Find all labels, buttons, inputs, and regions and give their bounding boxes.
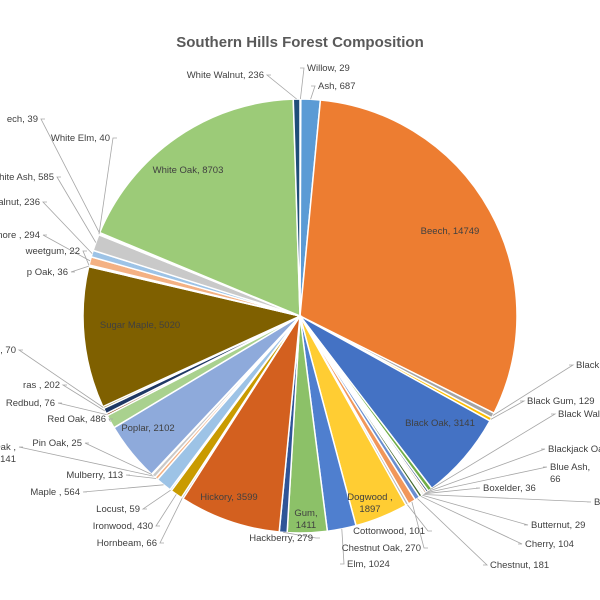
leader-line xyxy=(57,402,107,415)
leader-line xyxy=(425,466,548,494)
slice-label: Red Oak, 486 xyxy=(47,414,106,425)
leader-line xyxy=(283,531,320,539)
slice-label: Black Oak, 3141 xyxy=(405,418,475,429)
leader-line xyxy=(429,413,557,491)
leader-line xyxy=(310,85,316,100)
slice-label: Black Gum, 129 xyxy=(527,396,595,407)
leader-line xyxy=(56,176,97,243)
slice-label: Locust, 59 xyxy=(96,504,140,515)
leader-line xyxy=(61,384,106,412)
slice-label: Cherry, 104 xyxy=(525,539,574,550)
slice-label: Blackjack Oa xyxy=(548,444,600,455)
slice-label: Butternut, 29 xyxy=(531,520,585,531)
leader-line xyxy=(300,67,305,100)
slice-label: Gum, 1411 xyxy=(294,508,317,531)
slice-label: more , 294 xyxy=(0,230,40,241)
leader-line xyxy=(423,494,592,503)
slice-label: Hickory, 3599 xyxy=(200,492,257,503)
pie-slice-white-walnut xyxy=(292,98,301,317)
leader-line xyxy=(406,504,432,532)
pie-slice-hickory xyxy=(181,315,301,533)
slice-label: p Oak, 36 xyxy=(27,267,68,278)
leader-line xyxy=(340,528,345,565)
slice-label: Dogwood , 1897 xyxy=(347,492,392,515)
slice-label: Elm, 1024 xyxy=(347,559,390,570)
slice-label: B xyxy=(594,497,600,508)
slice-label: Willow, 29 xyxy=(307,63,350,74)
leader-line xyxy=(411,501,428,549)
slice-label: Chestnut, 181 xyxy=(490,560,549,571)
leader-line xyxy=(424,487,481,495)
leader-line xyxy=(108,418,113,422)
slice-label: White Elm, 40 xyxy=(51,133,110,144)
chart-title: Southern Hills Forest Composition xyxy=(176,34,424,51)
slice-label: Boxelder, 36 xyxy=(483,483,536,494)
slice-label: , 70 xyxy=(0,345,16,356)
slice-label: Mulberry, 113 xyxy=(66,470,123,481)
slice-label: Hornbeam, 66 xyxy=(97,538,157,549)
slice-label: Black Walnu xyxy=(558,409,600,420)
slice-label: Chestnut Oak, 270 xyxy=(342,543,421,554)
slice-label: Pin Oak, 25 xyxy=(32,438,82,449)
slice-label: ras , 202 xyxy=(23,380,60,391)
slice-label: Ironwood, 430 xyxy=(93,521,153,532)
leader-line xyxy=(422,494,529,526)
leader-line xyxy=(17,349,104,408)
slice-label: hite Ash, 585 xyxy=(0,172,54,183)
slice-label: weetgum, 22 xyxy=(25,246,80,257)
slice-labels: Willow, 29 Ash, 687 Beech, 14749 Black Black… xyxy=(0,63,600,571)
leader-line xyxy=(82,484,164,493)
pie-slice-beech xyxy=(299,99,518,415)
leader-line xyxy=(427,448,546,493)
pie-slice-sugar-maple xyxy=(82,265,303,408)
slice-label: Ash, 687 xyxy=(318,81,356,92)
slice-label: Poplar, 2102 xyxy=(121,423,174,434)
pie-slice-white-oak xyxy=(98,98,301,318)
leader-line xyxy=(98,137,117,235)
slice-label: Redbud, 76 xyxy=(6,398,55,409)
slice-label: Blue Ash, 66 xyxy=(550,462,590,485)
slice-label: Beech, 14749 xyxy=(421,226,480,237)
leader-line xyxy=(40,118,100,234)
leader-lines xyxy=(17,67,592,566)
leader-line xyxy=(42,201,93,254)
pie-slices xyxy=(82,98,518,534)
leader-line xyxy=(492,364,575,416)
slice-label: Sugar Maple, 5020 xyxy=(100,320,180,331)
leader-line xyxy=(420,495,523,545)
leader-line xyxy=(265,74,297,100)
slice-label: alnut, 236 xyxy=(0,197,40,208)
leader-line xyxy=(141,489,171,510)
slice-label: Oak ,141 xyxy=(0,442,16,465)
leader-line xyxy=(82,250,90,266)
slice-label: ech, 39 xyxy=(7,114,38,125)
slice-label: Black xyxy=(576,360,599,371)
leader-line xyxy=(70,265,89,273)
leader-line xyxy=(125,474,157,479)
leader-line xyxy=(42,234,91,262)
leader-line xyxy=(18,446,154,477)
leader-line xyxy=(155,494,177,527)
leader-line xyxy=(490,400,526,420)
leader-line xyxy=(159,498,183,544)
leader-line xyxy=(417,498,488,566)
slice-label: Hackberry, 279 xyxy=(249,533,313,544)
slice-label: Cottonwood, 101 xyxy=(353,526,425,537)
slice-label: White Oak, 8703 xyxy=(153,165,224,176)
slice-label: White Walnut, 236 xyxy=(187,70,264,81)
leader-line xyxy=(84,442,152,475)
slice-label: Maple , 564 xyxy=(30,487,80,498)
